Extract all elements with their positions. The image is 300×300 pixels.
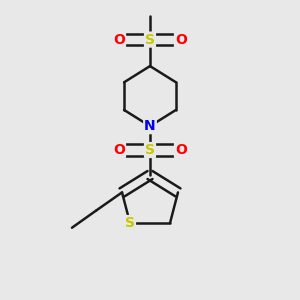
Text: O: O [113,143,125,157]
Text: N: N [144,119,156,133]
Text: S: S [125,216,135,230]
Text: O: O [175,33,187,46]
Text: S: S [145,143,155,157]
Text: S: S [145,33,155,46]
Text: O: O [175,143,187,157]
Text: O: O [113,33,125,46]
